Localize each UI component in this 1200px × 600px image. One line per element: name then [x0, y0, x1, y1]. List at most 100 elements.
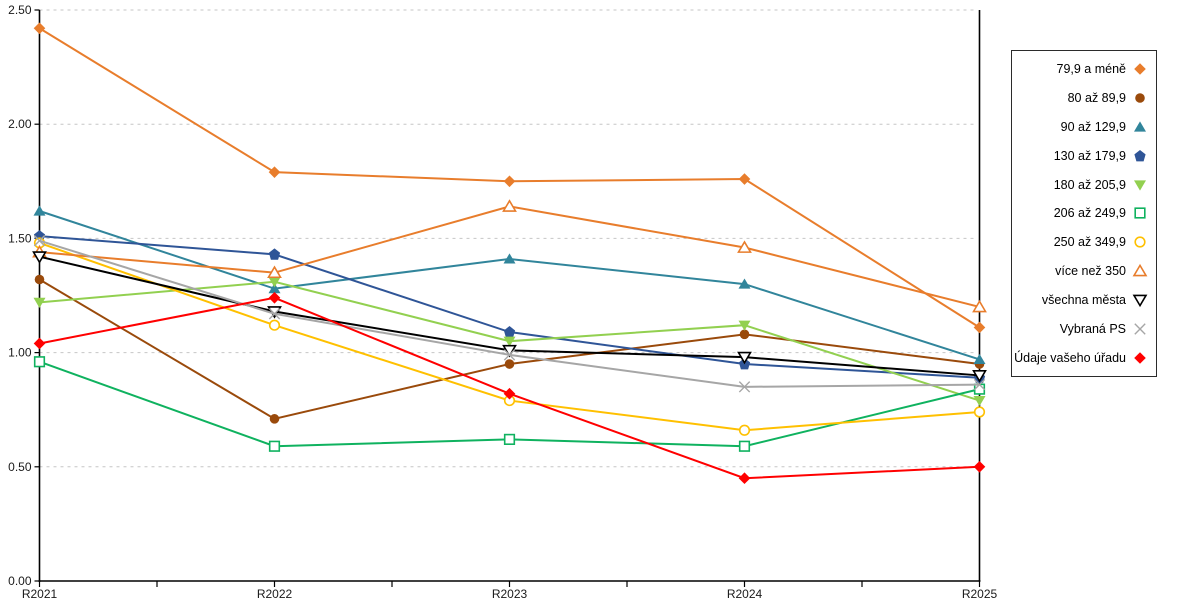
series-11	[33, 291, 986, 485]
legend-item-label: více než 350	[1055, 264, 1126, 279]
triangle-up-marker-icon	[738, 278, 751, 289]
triangle-down-marker-icon	[268, 277, 281, 288]
x-marker-icon	[268, 308, 281, 320]
legend-item-label: 250 až 349,9	[1053, 235, 1126, 250]
legend-marker	[1135, 93, 1145, 104]
legend-item-label: Údaje vašeho úřadu	[1014, 350, 1126, 365]
triangle-up-marker-icon	[268, 283, 281, 294]
legend-item: Údaje vašeho úřadu	[1014, 343, 1148, 372]
legend-item: více než 350	[1016, 257, 1148, 286]
triangle-down-marker-icon	[738, 320, 751, 331]
series-1	[33, 22, 986, 334]
triangle-down-marker-icon	[502, 344, 517, 358]
x-marker-icon	[1134, 323, 1146, 335]
legend-marker	[1134, 63, 1146, 76]
legend-item-label: Vybraná PS	[1059, 321, 1126, 336]
square-marker-icon	[738, 440, 751, 452]
y-tick-label: 2.50	[8, 3, 32, 17]
legend-marker	[1134, 121, 1146, 132]
y-tick-label: 2.00	[8, 117, 32, 131]
series-6	[33, 356, 986, 452]
legend-item-label: 206 až 249,9	[1053, 206, 1126, 221]
triangle-down-marker-icon	[503, 336, 516, 347]
diamond-marker-icon	[33, 337, 46, 350]
series-3	[33, 205, 986, 365]
series-8	[32, 199, 987, 313]
y-tick-label: 1.00	[8, 346, 32, 360]
legend-item: 80 až 89,9	[1016, 84, 1148, 113]
triangle-down-marker-icon	[1132, 294, 1148, 308]
y-tick-label: 1.50	[8, 231, 32, 245]
x-tick-label: R2021	[22, 587, 58, 600]
legend-marker	[1134, 207, 1146, 220]
legend-item-label: 90 až 129,9	[1060, 120, 1126, 135]
circle-marker-icon	[1134, 236, 1146, 248]
triangle-up-marker-icon	[503, 253, 516, 264]
legend-item: všechna města	[1016, 286, 1148, 315]
x-tick-label: R2023	[492, 587, 528, 600]
legend-item: 90 až 129,9	[1016, 113, 1148, 142]
y-tick-label: 0.50	[8, 460, 32, 474]
y-tick-label: 0.00	[8, 574, 32, 588]
legend-item: 130 až 179,9	[1016, 141, 1148, 170]
triangle-up-marker-icon	[972, 299, 987, 313]
circle-marker-icon	[973, 406, 986, 418]
triangle-down-marker-icon	[33, 297, 46, 308]
circle-marker-icon	[738, 424, 751, 436]
legend-item-label: 180 až 205,9	[1053, 177, 1126, 192]
triangle-up-marker-icon	[267, 265, 282, 279]
x-marker-icon	[973, 378, 986, 391]
legend-item-label: 130 až 179,9	[1053, 148, 1126, 163]
triangle-up-marker-icon	[1132, 263, 1148, 277]
circle-marker-icon	[34, 274, 45, 285]
legend-item-label: všechna města	[1041, 292, 1126, 307]
square-marker-icon	[1134, 207, 1146, 220]
triangle-down-marker-icon	[973, 395, 986, 407]
triangle-down-marker-icon	[1134, 180, 1146, 191]
legend-item-label: 79,9 a méně	[1056, 62, 1127, 77]
legend-marker	[1134, 323, 1146, 335]
x-marker-icon	[33, 234, 46, 247]
legend-marker	[1132, 294, 1148, 308]
legend-item: Vybraná PS	[1016, 314, 1148, 343]
legend-marker	[1134, 149, 1146, 162]
legend-item: 180 až 205,9	[1016, 170, 1148, 199]
circle-marker-icon	[269, 414, 280, 424]
legend-item: 250 až 349,9	[1016, 228, 1148, 257]
pentagon-marker-icon	[268, 248, 281, 260]
legend-item: 79,9 a méně	[1016, 55, 1148, 84]
legend: 79,9 a méně 80 až 89,9 90 až 129,9 130 až 1…	[1011, 50, 1157, 377]
square-marker-icon	[973, 383, 986, 395]
pentagon-marker-icon	[503, 326, 516, 338]
legend-marker	[1134, 180, 1146, 191]
legend-marker	[1134, 236, 1146, 248]
x-tick-label: R2025	[962, 587, 998, 600]
x-tick-label: R2024	[727, 587, 763, 600]
legend-item: 206 až 249,9	[1016, 199, 1148, 228]
triangle-up-marker-icon	[973, 353, 986, 365]
diamond-marker-icon	[503, 387, 516, 400]
x-marker-icon	[503, 349, 516, 361]
triangle-down-marker-icon	[32, 251, 47, 264]
legend-marker	[1134, 351, 1146, 364]
diamond-marker-icon	[268, 291, 281, 304]
diamond-marker-icon	[503, 175, 516, 188]
triangle-up-marker-icon	[1134, 121, 1146, 132]
plot-area: 0.00 0.50 1.00 1.50 2.00 2.50 R2021 R2022 R2023 R…	[8, 3, 998, 600]
circle-marker-icon	[1135, 93, 1145, 104]
diamond-marker-icon	[33, 22, 46, 35]
triangle-up-marker-icon	[33, 205, 46, 216]
x-marker-icon	[738, 381, 751, 393]
triangle-down-marker-icon	[737, 351, 752, 365]
x-tick-label: R2022	[257, 587, 293, 600]
square-marker-icon	[33, 356, 46, 368]
diamond-marker-icon	[738, 173, 751, 185]
diamond-marker-icon	[973, 321, 986, 334]
diamond-marker-icon	[1134, 351, 1146, 364]
diamond-marker-icon	[268, 166, 281, 178]
square-marker-icon	[503, 433, 516, 445]
circle-marker-icon	[739, 329, 750, 340]
diamond-marker-icon	[973, 461, 986, 473]
series-9	[32, 251, 987, 383]
